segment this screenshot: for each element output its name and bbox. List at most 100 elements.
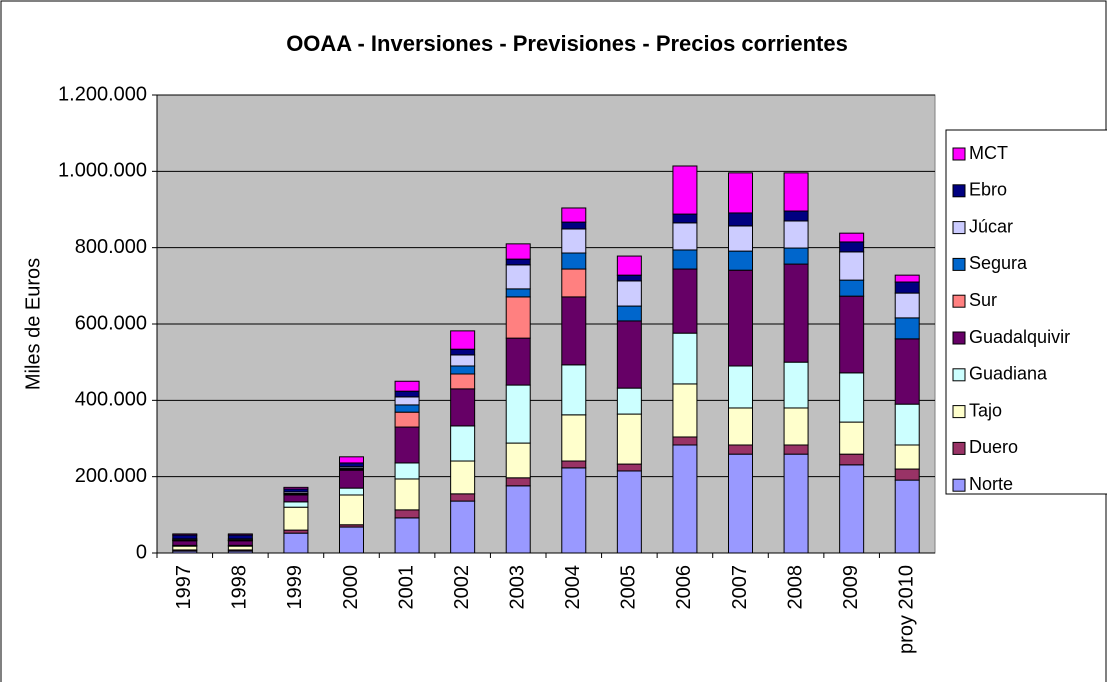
bar-segment <box>450 493 476 502</box>
bar-segment <box>394 426 420 464</box>
bar-segment <box>728 225 753 252</box>
bar-segment <box>616 387 642 415</box>
y-tick-label: 0 <box>136 541 147 563</box>
bar-segment <box>561 460 587 469</box>
bar-segment <box>450 354 476 367</box>
bar-segment <box>172 534 198 540</box>
bar-segment <box>450 388 476 427</box>
bar-segment <box>783 172 809 212</box>
bar-segment <box>450 460 476 495</box>
y-axis-label: Miles de Euros <box>22 258 44 390</box>
legend-label: Duero <box>969 437 1018 457</box>
legend-label: Guadiana <box>969 364 1048 384</box>
x-tick-label: 2004 <box>562 565 584 610</box>
legend-swatch <box>952 257 966 271</box>
bar-segment <box>450 373 476 390</box>
bar-segment <box>783 453 809 554</box>
legend-swatch <box>952 405 966 419</box>
bar-segment <box>394 478 420 511</box>
bar-segment <box>672 213 698 224</box>
bar-segment <box>505 442 531 479</box>
x-tick-label: 1999 <box>284 565 306 610</box>
bar-segment <box>616 305 642 322</box>
bar-segment <box>616 320 642 389</box>
bar-segment <box>394 404 420 413</box>
x-tick-label: 2009 <box>840 565 862 610</box>
bar-segment <box>561 268 587 298</box>
bar-segment <box>172 533 198 536</box>
bar-segment <box>672 383 698 438</box>
bar-segment <box>839 279 865 297</box>
bar-segment <box>672 332 698 385</box>
bar-segment <box>339 456 364 464</box>
bar-segment <box>894 292 920 319</box>
bar-segment <box>616 470 642 554</box>
legend-swatch <box>952 184 966 198</box>
bar-segment <box>394 380 420 392</box>
bar-segment <box>839 464 865 554</box>
bar-segment <box>728 269 753 367</box>
bar-segment <box>394 411 420 428</box>
x-tick-label: 2005 <box>618 565 640 610</box>
y-tick-label: 400.000 <box>75 389 147 411</box>
legend-swatch <box>952 294 966 308</box>
bar-segment <box>839 241 865 253</box>
bar-segment <box>339 487 364 496</box>
bar-segment <box>672 268 698 334</box>
bar-segment <box>894 338 920 405</box>
bar-segment <box>894 403 920 446</box>
bar-segment <box>561 252 587 270</box>
bar-segment <box>616 280 642 307</box>
bar-segment <box>227 533 253 536</box>
bar-segment <box>450 330 476 350</box>
x-tick-label: 2007 <box>729 565 751 610</box>
x-tick-label: 2001 <box>395 565 417 610</box>
x-tick-label: proy 2010 <box>895 565 917 654</box>
bar-segment <box>505 337 531 386</box>
bar-segment <box>839 232 865 243</box>
bar-segment <box>894 281 920 294</box>
bar-segment <box>839 372 865 423</box>
bar-segment <box>561 207 587 223</box>
bar-segment <box>450 365 476 375</box>
bar-segment <box>783 247 809 265</box>
legend-swatch <box>952 441 966 455</box>
bar-segment <box>616 255 642 276</box>
legend-box <box>945 129 1107 495</box>
bar-segment <box>672 436 698 446</box>
y-tick-label: 1.000.000 <box>58 160 147 182</box>
bar-segment <box>672 165 698 215</box>
bar-segment <box>505 264 531 290</box>
legend-swatch <box>952 478 966 492</box>
bar-segment <box>283 486 309 490</box>
bar-segment <box>394 390 420 398</box>
bar-segment <box>561 414 587 462</box>
x-tick-label: 2000 <box>340 565 362 610</box>
legend-swatch <box>952 147 966 161</box>
bar-segment <box>283 532 309 554</box>
bar-segment <box>561 221 587 230</box>
bar-segment <box>894 274 920 283</box>
bar-segment <box>783 407 809 446</box>
bar-segment <box>783 263 809 363</box>
bar-segment <box>505 288 531 298</box>
bar-segment <box>450 425 476 462</box>
bar-segment <box>783 220 809 249</box>
bar-segment <box>894 444 920 470</box>
chart-title: OOAA - Inversiones - Previsiones - Preci… <box>286 31 848 56</box>
bar-segment <box>894 468 920 481</box>
legend-label: MCT <box>969 143 1008 163</box>
x-tick-label: 1997 <box>173 565 195 610</box>
bar-segment <box>672 249 698 270</box>
bar-segment <box>839 295 865 374</box>
bar-segment <box>839 421 865 455</box>
legend-label: Ebro <box>969 180 1007 200</box>
x-tick-label: 2002 <box>451 565 473 610</box>
bar-segment <box>894 317 920 340</box>
bar-segment <box>672 444 698 554</box>
bar-segment <box>728 212 753 227</box>
bar-segment <box>783 444 809 455</box>
x-tick-label: 2008 <box>784 565 806 610</box>
y-tick-label: 1.200.000 <box>58 83 147 105</box>
bar-segment <box>728 365 753 409</box>
